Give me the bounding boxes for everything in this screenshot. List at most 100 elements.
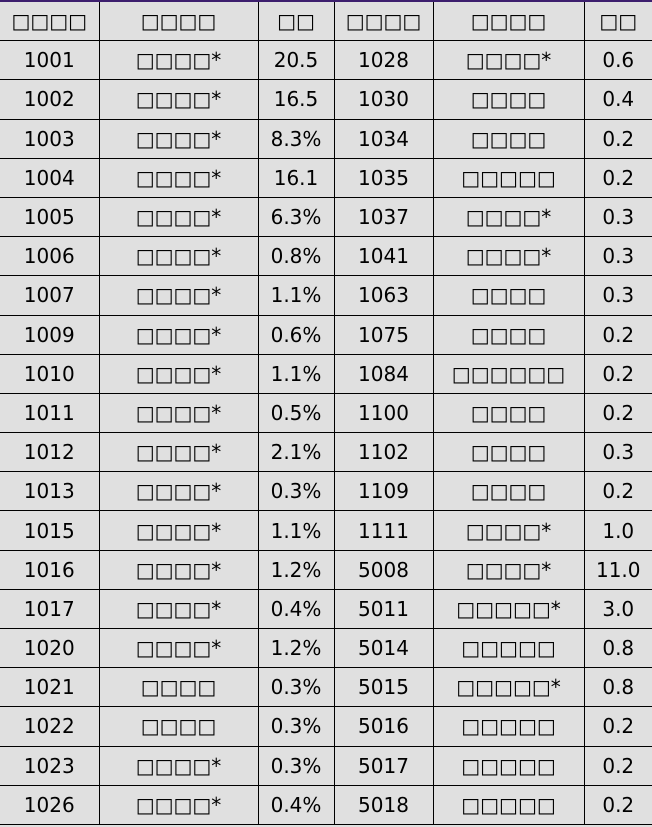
cell-value-1: 0.3%	[257, 471, 335, 512]
cell-name-1: □□□□*	[98, 784, 259, 825]
cell-code-2: 5015	[333, 667, 434, 708]
cell-value-2: 0.2	[583, 745, 652, 786]
header-code-2: □□□□	[333, 2, 434, 42]
cell-value-2: 0.3	[583, 236, 652, 277]
table-row: 1015 □□□□* 1.1% 1111 □□□□* 1.0	[0, 510, 652, 551]
cell-code-1: 1016	[0, 549, 100, 590]
cell-name-2: □□□□□*	[432, 588, 585, 630]
cell-name-2: □□□□	[432, 79, 585, 120]
cell-value-2: 0.3	[583, 196, 652, 238]
cell-name-2: □□□□	[432, 118, 585, 159]
cell-name-2: □□□□	[432, 432, 585, 473]
cell-value-1: 1.2%	[257, 549, 335, 590]
cell-name-2: □□□□*	[432, 236, 585, 277]
cell-value-2: 0.2	[583, 118, 652, 159]
cell-value-1: 0.3%	[257, 745, 335, 786]
cell-name-1: □□□□*	[98, 40, 259, 81]
cell-name-2: □□□□*	[432, 40, 585, 81]
cell-code-2: 5016	[333, 706, 434, 747]
table-row: 1004 □□□□* 16.1 1035 □□□□□ 0.2	[0, 157, 652, 198]
cell-code-2: 1030	[333, 79, 434, 120]
cell-value-2: 0.2	[583, 157, 652, 198]
cell-value-1: 16.1	[257, 157, 335, 198]
cell-code-1: 1012	[0, 432, 100, 473]
cell-name-2: □□□□□	[432, 157, 585, 198]
cell-value-1: 1.1%	[257, 353, 335, 394]
cell-code-2: 1100	[333, 392, 434, 434]
cell-code-1: 1017	[0, 588, 100, 630]
cell-code-2: 5014	[333, 627, 434, 669]
cell-value-1: 8.3%	[257, 118, 335, 159]
cell-code-1: 1021	[0, 667, 100, 708]
cell-code-1: 1013	[0, 471, 100, 512]
cell-code-1: 1026	[0, 784, 100, 825]
cell-name-2: □□□□□□	[432, 353, 585, 394]
cell-name-2: □□□□□*	[432, 667, 585, 708]
cell-code-2: 5008	[333, 549, 434, 590]
cell-code-1: 1006	[0, 236, 100, 277]
cell-name-2: □□□□	[432, 314, 585, 355]
cell-code-1: 1004	[0, 157, 100, 198]
table-row: 1013 □□□□* 0.3% 1109 □□□□ 0.2	[0, 471, 652, 512]
cell-value-1: 0.4%	[257, 784, 335, 825]
cell-name-2: □□□□□	[432, 627, 585, 669]
cell-value-1: 0.4%	[257, 588, 335, 630]
cell-name-1: □□□□*	[98, 353, 259, 394]
cell-value-1: 0.8%	[257, 236, 335, 277]
cell-name-1: □□□□*	[98, 588, 259, 630]
cell-code-1: 1009	[0, 314, 100, 355]
cell-name-2: □□□□	[432, 392, 585, 434]
table-row: 1017 □□□□* 0.4% 5011 □□□□□* 3.0	[0, 588, 652, 630]
table-row: 1001 □□□□* 20.5 1028 □□□□* 0.6	[0, 40, 652, 81]
table-row: 1005 □□□□* 6.3% 1037 □□□□* 0.3	[0, 196, 652, 238]
cell-name-2: □□□□*	[432, 510, 585, 551]
table-row: 1009 □□□□* 0.6% 1075 □□□□ 0.2	[0, 314, 652, 355]
cell-code-2: 1028	[333, 40, 434, 81]
cell-value-2: 1.0	[583, 510, 652, 551]
cell-code-1: 1005	[0, 196, 100, 238]
cell-name-1: □□□□*	[98, 432, 259, 473]
cell-value-2: 0.3	[583, 432, 652, 473]
header-code-1: □□□□	[0, 2, 100, 42]
table-row: 1011 □□□□* 0.5% 1100 □□□□ 0.2	[0, 392, 652, 434]
cell-value-1: 2.1%	[257, 432, 335, 473]
cell-code-1: 1007	[0, 275, 100, 316]
cell-name-2: □□□□	[432, 275, 585, 316]
cell-name-1: □□□□	[98, 667, 259, 708]
cell-name-2: □□□□	[432, 471, 585, 512]
cell-code-2: 1034	[333, 118, 434, 159]
cell-value-2: 0.8	[583, 667, 652, 708]
cell-value-2: 0.3	[583, 275, 652, 316]
table-row: 1007 □□□□* 1.1% 1063 □□□□ 0.3	[0, 275, 652, 316]
header-name-1: □□□□	[98, 2, 259, 42]
cell-code-1: 1001	[0, 40, 100, 81]
cell-value-1: 0.3%	[257, 667, 335, 708]
cell-name-1: □□□□*	[98, 745, 259, 786]
table-row: 1002 □□□□* 16.5 1030 □□□□ 0.4	[0, 79, 652, 120]
header-value-2: □□	[583, 2, 652, 42]
cell-code-2: 1063	[333, 275, 434, 316]
table-row: 1006 □□□□* 0.8% 1041 □□□□* 0.3	[0, 236, 652, 277]
cell-name-1: □□□□*	[98, 471, 259, 512]
cell-value-2: 0.2	[583, 471, 652, 512]
cell-name-2: □□□□*	[432, 196, 585, 238]
cell-value-1: 16.5	[257, 79, 335, 120]
table-row: 1026 □□□□* 0.4% 5018 □□□□□ 0.2	[0, 784, 652, 825]
cell-name-1: □□□□*	[98, 79, 259, 120]
cell-value-1: 1.2%	[257, 627, 335, 669]
header-value-1: □□	[257, 2, 335, 42]
cell-value-2: 0.2	[583, 392, 652, 434]
cell-value-2: 0.2	[583, 706, 652, 747]
table-row: 1021 □□□□ 0.3% 5015 □□□□□* 0.8	[0, 667, 652, 708]
cell-value-1: 1.1%	[257, 510, 335, 551]
cell-name-1: □□□□*	[98, 549, 259, 590]
cell-code-2: 5018	[333, 784, 434, 825]
cell-value-2: 0.2	[583, 784, 652, 825]
cell-name-1: □□□□*	[98, 275, 259, 316]
cell-value-2: 3.0	[583, 588, 652, 630]
cell-name-1: □□□□*	[98, 236, 259, 277]
cell-code-2: 1037	[333, 196, 434, 238]
cell-code-1: 1003	[0, 118, 100, 159]
table-row: 1003 □□□□* 8.3% 1034 □□□□ 0.2	[0, 118, 652, 159]
